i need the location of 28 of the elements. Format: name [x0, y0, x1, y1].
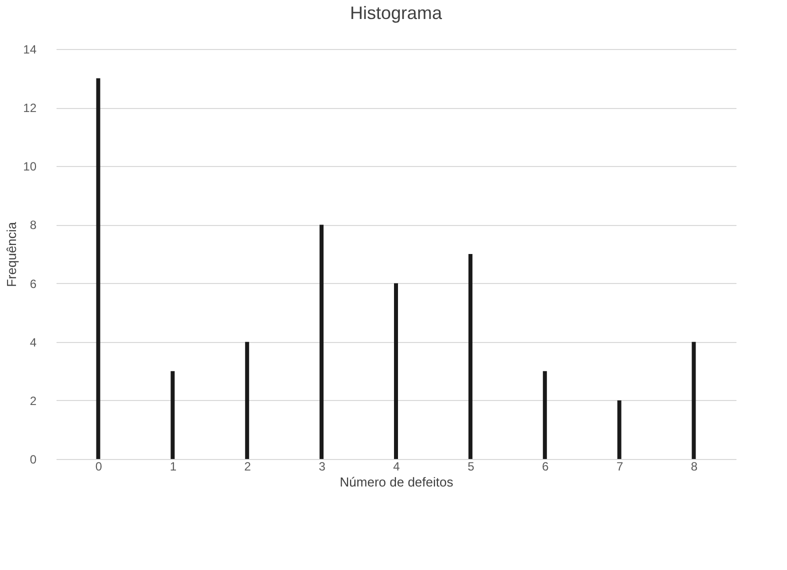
y-tick-label: 2 [30, 394, 37, 408]
bar [320, 224, 324, 459]
y-tick-label: 10 [23, 160, 37, 174]
x-tick-label: 1 [170, 460, 177, 474]
bar [96, 78, 100, 459]
x-tick-label: 3 [318, 460, 326, 474]
bar [542, 371, 547, 459]
x-tick-label: 5 [468, 460, 475, 474]
bar [245, 342, 250, 459]
y-tick-label: 14 [23, 42, 37, 56]
x-tick-label: 0 [95, 460, 102, 474]
x-tick-label: 2 [244, 460, 252, 474]
chart-title: Histograma [350, 3, 444, 23]
y-tick-label: 8 [30, 218, 37, 232]
bar [692, 342, 696, 459]
x-axis-title: Número de defeitos [340, 474, 454, 490]
bar [468, 254, 472, 459]
bar [617, 400, 622, 459]
y-tick-label: 4 [30, 335, 37, 350]
bar [394, 283, 398, 459]
y-tick-label: 6 [30, 276, 37, 291]
x-tick-label: 7 [616, 460, 624, 474]
x-tick-label: 4 [393, 460, 400, 474]
x-tick-label: 8 [690, 460, 698, 474]
x-tick-label: 6 [542, 460, 550, 474]
bar [170, 371, 175, 459]
y-tick-label: 12 [23, 101, 37, 116]
y-axis-title: Frequência [4, 221, 20, 288]
